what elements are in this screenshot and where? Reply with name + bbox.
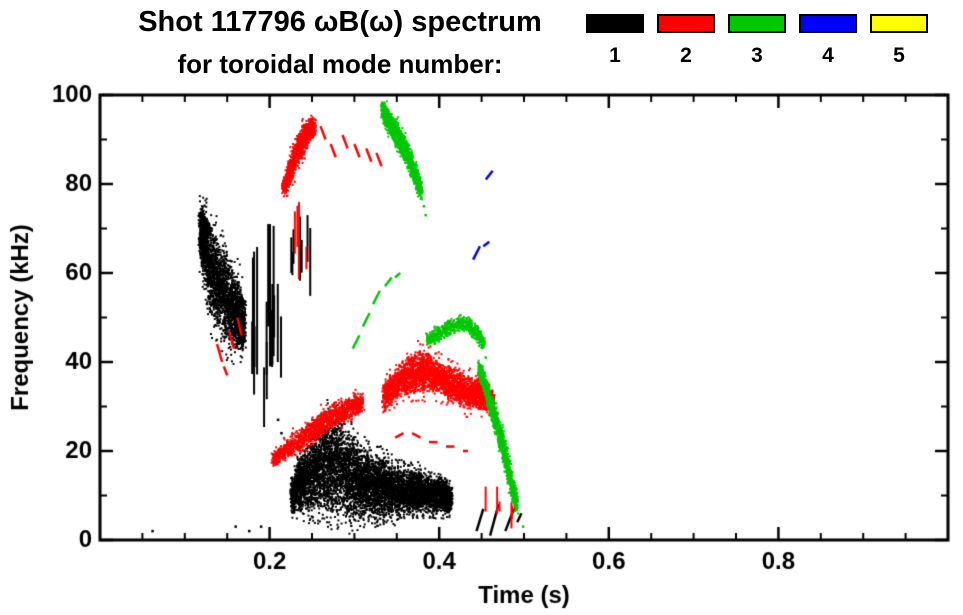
legend-swatch xyxy=(870,14,928,33)
legend-swatch xyxy=(728,14,786,33)
legend-label: 1 xyxy=(609,44,621,67)
legend-item-mode-5: 5 xyxy=(870,14,928,68)
legend-swatch xyxy=(586,14,644,33)
legend-item-mode-3: 3 xyxy=(728,14,786,68)
mode-legend: 1 2 3 4 5 xyxy=(586,14,928,68)
legend-item-mode-4: 4 xyxy=(799,14,857,68)
legend-item-mode-2: 2 xyxy=(657,14,715,68)
legend-swatch xyxy=(799,14,857,33)
legend-label: 3 xyxy=(751,44,763,67)
legend-item-mode-1: 1 xyxy=(586,14,644,68)
legend-swatch xyxy=(657,14,715,33)
chart-subtitle: for toroidal mode number: xyxy=(177,49,503,79)
chart-header: Shot 117796 ωB(ω) spectrum for toroidal … xyxy=(100,6,580,80)
legend-label: 2 xyxy=(680,44,692,67)
legend-label: 4 xyxy=(822,44,834,67)
legend-label: 5 xyxy=(893,44,905,67)
chart-title: Shot 117796 ωB(ω) spectrum xyxy=(138,6,542,38)
